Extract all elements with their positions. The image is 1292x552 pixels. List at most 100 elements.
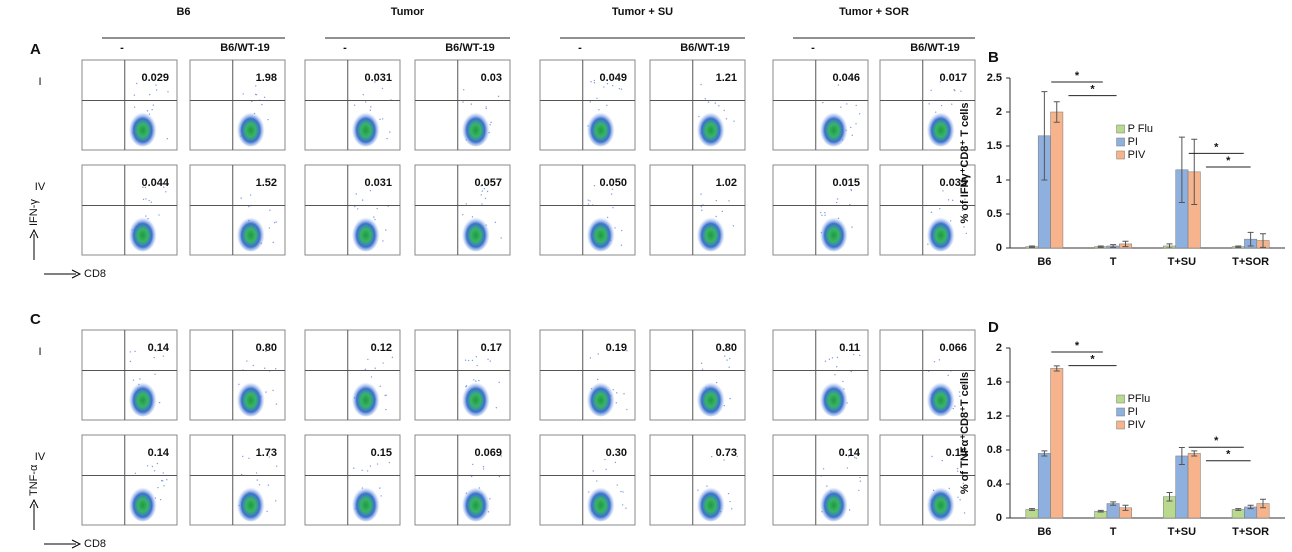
x-tick-label: T [1110,256,1117,268]
event-dot [380,495,382,497]
significance-mark: * [1226,155,1231,167]
event-dot [275,500,277,502]
y-tick-label: 2 [996,106,1002,118]
condition-label: - [120,42,124,54]
event-dot [616,392,618,394]
panel-letter: A [30,41,41,58]
event-dot [589,200,591,202]
bar [1175,455,1189,519]
event-dot [620,88,623,90]
event-dot [697,489,699,491]
event-dot [956,470,959,472]
event-dot [146,110,149,112]
event-dot [824,360,827,362]
event-dot [366,470,369,472]
event-dot [700,362,703,364]
event-dot [357,208,359,210]
flow-plot-frame [414,434,511,526]
event-dot [854,456,856,459]
event-dot [939,81,942,83]
event-dot [480,185,482,187]
event-dot [167,91,169,93]
quadrant-value: 0.14 [148,447,170,459]
event-dot [962,113,965,116]
event-dot [836,356,839,359]
event-dot [498,381,500,384]
event-dot [593,82,596,84]
event-dot [723,404,726,407]
event-dot [133,94,136,96]
significance-mark: * [1214,141,1219,153]
event-dot [146,465,149,467]
quadrant-value: 1.73 [256,447,277,459]
event-dot [361,469,363,471]
quadrant-value: 0.15 [371,447,392,459]
event-dot [942,190,944,192]
quadrant-value: 0.12 [371,342,392,354]
x-tick-label: T [1110,526,1117,538]
event-dot [376,463,379,465]
event-dot [266,510,268,513]
event-dot [858,354,861,357]
y-tick-label: 1.6 [987,376,1002,388]
event-dot [489,498,491,500]
event-dot [828,358,831,360]
event-dot [596,378,599,381]
event-dot [495,407,498,409]
error-bar [1247,231,1254,247]
event-dot [859,480,862,482]
event-dot [858,113,861,115]
event-dot [381,118,384,120]
quadrant-value: 0.046 [832,72,860,84]
significance-mark: * [1075,340,1080,352]
flow-plot-frame [539,329,636,421]
error-bar [1110,244,1117,248]
cell-population [819,110,848,147]
event-dot [156,462,159,465]
event-dot [611,188,614,190]
legend-swatch [1116,124,1125,134]
event-dot [626,408,628,411]
flow-plot-frame [772,434,869,526]
event-dot [626,350,628,352]
event-dot [162,472,165,474]
event-dot [385,408,387,411]
event-dot [159,498,162,501]
event-dot [623,393,625,395]
event-dot [824,212,826,214]
event-dot [144,186,147,189]
event-dot [269,209,271,211]
event-dot [265,391,267,393]
event-dot [153,470,156,472]
event-dot [481,203,483,205]
event-dot [589,357,592,359]
event-dot [620,229,623,232]
event-dot [952,407,954,410]
event-dot [151,465,154,468]
event-dot [963,226,965,228]
axis-arrowhead [29,228,39,239]
event-dot [728,366,730,368]
event-dot [354,205,356,208]
event-dot [593,79,596,82]
y-tick-label: 0.5 [987,208,1002,220]
flow-plot-frame [539,164,636,256]
event-dot [364,368,367,371]
error-bar [1097,245,1104,248]
error-bar [1110,501,1117,506]
cell-population [586,215,615,252]
error-bar [1053,365,1060,372]
quadrant-value: 1.21 [716,72,737,84]
event-dot [246,360,248,362]
event-dot [276,465,278,467]
event-dot [494,221,497,224]
quadrant-value: 0.73 [716,447,737,459]
event-dot [152,104,155,106]
event-dot [272,241,274,244]
event-dot [710,455,713,458]
event-dot [587,199,589,201]
event-dot [464,359,467,361]
condition-label: B6/WT-19 [445,42,495,54]
event-dot [736,455,738,458]
